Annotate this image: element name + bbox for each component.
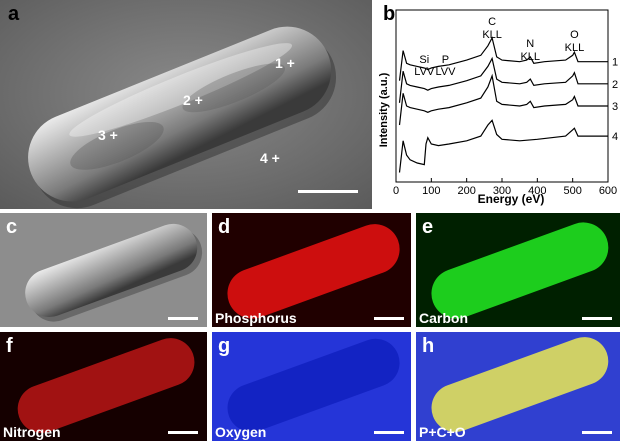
- panel-b-spectra-chart: 0 100 200 300 400 500 600 Si LVV P LVV C KLL N KLL O KL…: [376, 0, 620, 209]
- peak-label-element: Si: [419, 54, 429, 66]
- scale-bar: [168, 431, 198, 434]
- peak-label-transition: KLL: [520, 51, 540, 63]
- panel-g-oxygen-map: g Oxygen: [212, 332, 411, 441]
- point-marker-4: 4 +: [260, 150, 280, 166]
- series-label-1: 1: [612, 57, 618, 69]
- x-tick-label: 500: [563, 185, 581, 197]
- map-label-oxygen: Oxygen: [215, 424, 267, 440]
- overlay-map-image: [416, 332, 620, 441]
- scale-bar: [374, 317, 404, 320]
- panel-label-g: g: [218, 335, 231, 357]
- scale-bar: [374, 431, 404, 434]
- carbon-map-image: [416, 213, 620, 327]
- panel-f-nitrogen-map: f Nitrogen: [0, 332, 207, 441]
- peak-label-transition: LVV: [435, 66, 456, 78]
- panel-label-a: a: [8, 3, 20, 25]
- map-label-overlay: P+C+O: [419, 424, 466, 440]
- peak-label-element: P: [442, 54, 449, 66]
- panel-e-carbon-map: e Carbon: [416, 213, 620, 327]
- series-label-3: 3: [612, 101, 618, 113]
- panel-label-d: d: [218, 216, 231, 238]
- x-tick-label: 300: [493, 185, 511, 197]
- panel-label-f: f: [6, 335, 13, 357]
- peak-label-transition: KLL: [565, 42, 585, 54]
- panel-label-b: b: [383, 3, 396, 25]
- x-tick-label: 200: [457, 185, 475, 197]
- y-axis-label: Intensity (a.u.): [378, 72, 390, 147]
- map-label-nitrogen: Nitrogen: [3, 424, 61, 440]
- peak-label-element: C: [488, 16, 496, 28]
- peak-label-transition: KLL: [482, 29, 502, 41]
- panel-label-e: e: [422, 216, 434, 238]
- peak-label-transition: LVV: [414, 66, 435, 78]
- scale-bar: [298, 190, 358, 193]
- peak-label-element: N: [526, 38, 534, 50]
- x-axis-label: Energy (eV): [478, 192, 545, 206]
- scale-bar: [582, 317, 612, 320]
- panel-c-sem-image: c: [0, 213, 207, 327]
- nitrogen-map-image: [0, 332, 207, 441]
- auger-spectra-chart: 0 100 200 300 400 500 600 SiLVVPLVVCKLLNKLLOKL…: [378, 9, 618, 206]
- series-line-3: [398, 73, 608, 126]
- peak-label-element: O: [570, 29, 579, 41]
- panel-d-phosphorus-map: d Phosphorus: [212, 213, 411, 327]
- scale-bar: [168, 317, 198, 320]
- series-line-2: [398, 56, 608, 103]
- map-label-phosphorus: Phosphorus: [215, 310, 297, 326]
- panel-a-sem-image: a 1 + 2 + 3 + 4 +: [0, 0, 372, 209]
- point-marker-3: 3 +: [98, 127, 118, 143]
- panel-label-h: h: [422, 335, 435, 357]
- panel-h-overlay-map: h P+C+O: [416, 332, 620, 441]
- map-label-carbon: Carbon: [419, 310, 468, 326]
- sem-bacterium-small: [0, 213, 207, 327]
- x-tick-label: 100: [422, 185, 440, 197]
- series-label-2: 2: [612, 79, 618, 91]
- x-tick-label: 600: [599, 185, 617, 197]
- series-line-4: [398, 119, 608, 173]
- point-marker-2: 2 +: [183, 92, 203, 108]
- series-label-4: 4: [612, 131, 618, 143]
- phosphorus-map-image: [212, 213, 411, 327]
- point-marker-1: 1 +: [275, 55, 295, 71]
- x-tick-label: 400: [528, 185, 546, 197]
- x-tick-label: 0: [393, 185, 399, 197]
- oxygen-map-image: [212, 332, 411, 441]
- series-line-1: [398, 36, 608, 81]
- scale-bar: [582, 431, 612, 434]
- panel-label-c: c: [6, 216, 18, 238]
- sem-bacterium-image: [0, 0, 372, 209]
